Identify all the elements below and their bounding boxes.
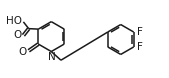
Text: N: N: [48, 52, 56, 62]
Text: F: F: [137, 42, 143, 52]
Text: HO: HO: [6, 16, 22, 26]
Text: O: O: [13, 30, 21, 40]
Text: F: F: [137, 27, 143, 37]
Text: O: O: [19, 47, 27, 57]
